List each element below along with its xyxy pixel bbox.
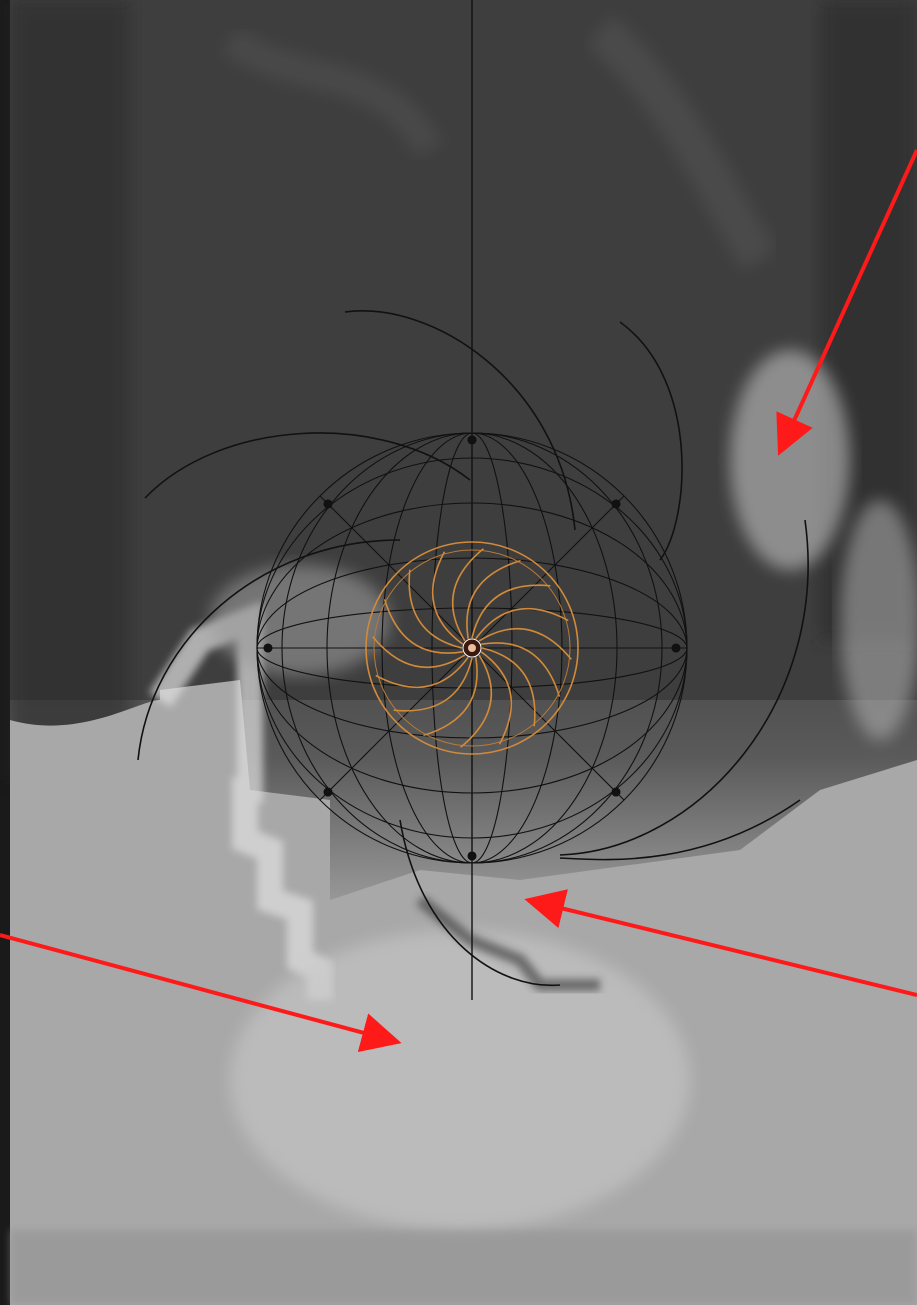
fan-blade bbox=[408, 569, 463, 649]
vortex-spiral-arcs bbox=[137, 310, 809, 987]
fan-blade bbox=[480, 651, 513, 745]
smoke-volume bbox=[10, 350, 917, 1305]
annotation-arrows bbox=[0, 149, 917, 1053]
fan-blade bbox=[475, 607, 569, 640]
fan-blade bbox=[451, 548, 484, 642]
fan-blade bbox=[466, 559, 521, 639]
fan-blade bbox=[375, 656, 469, 689]
annotation-arrow-icon bbox=[524, 889, 917, 997]
fan-blade bbox=[372, 636, 466, 669]
fan-blade bbox=[423, 657, 478, 737]
fan-blade bbox=[431, 551, 464, 645]
fan-blade bbox=[478, 627, 572, 660]
annotation-arrow-icon bbox=[776, 149, 917, 456]
fan-blade bbox=[471, 584, 551, 639]
object-origin-pivot[interactable] bbox=[462, 638, 482, 658]
background-dark-region bbox=[10, 0, 917, 780]
fan-blade bbox=[383, 599, 463, 654]
viewport-left-border bbox=[0, 0, 10, 1305]
fan-blade bbox=[460, 654, 493, 748]
fan-blade bbox=[481, 642, 561, 697]
annotation-arrow-icon bbox=[0, 933, 402, 1053]
fan-blade bbox=[481, 647, 536, 727]
fan-blades-object[interactable] bbox=[365, 541, 579, 755]
fan-blade bbox=[393, 657, 473, 712]
